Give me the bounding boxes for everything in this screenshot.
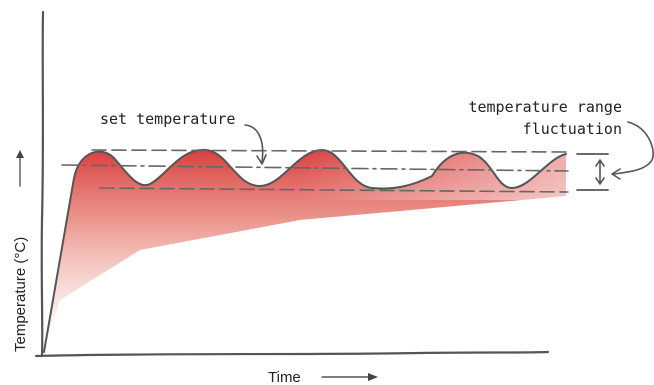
x-axis-line bbox=[34, 350, 550, 358]
arrow-right-icon bbox=[321, 373, 378, 381]
lower-limit-line bbox=[99, 187, 569, 193]
upper-limit-line bbox=[91, 149, 569, 153]
shaded-area bbox=[44, 149, 566, 352]
arrow-up-icon bbox=[16, 150, 24, 187]
range-label-line2: fluctuation bbox=[523, 120, 622, 138]
set-temperature-label: set temperature bbox=[100, 110, 235, 128]
range-label-line1: temperature range bbox=[468, 98, 622, 116]
curved-arrow-icon bbox=[244, 124, 267, 165]
y-axis-label: Temperature (°C) bbox=[12, 237, 29, 352]
temperature-curve bbox=[43, 148, 567, 353]
range-arrow-icon bbox=[611, 121, 654, 180]
set-temperature-line bbox=[61, 164, 569, 172]
y-axis-line bbox=[40, 10, 45, 358]
double-arrow-icon bbox=[595, 159, 605, 185]
range-bracket bbox=[576, 153, 609, 191]
x-axis-label: Time bbox=[268, 369, 301, 385]
